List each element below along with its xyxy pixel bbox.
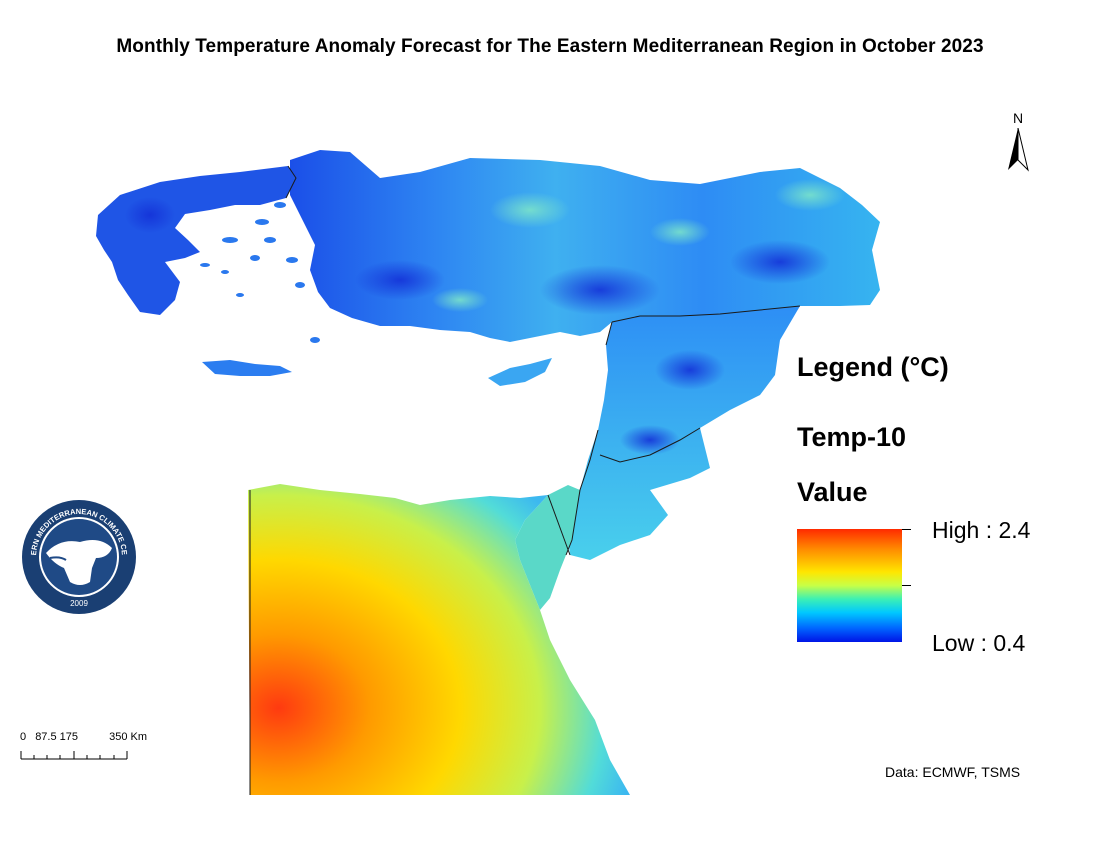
- scale-label-3: 350 Km: [109, 731, 148, 743]
- north-arrow: N: [1000, 110, 1036, 176]
- legend-tick-mid: [902, 585, 911, 586]
- region-cyprus: [488, 358, 552, 386]
- scale-bar-ticks: [20, 751, 128, 760]
- scale-label-0: 0: [20, 731, 27, 743]
- region-crete: [202, 360, 292, 376]
- legend-color-ramp: [797, 529, 902, 642]
- region-levant: [566, 306, 800, 560]
- region-sinai: [515, 485, 580, 610]
- scale-bar: 0 87.5 175 350 Km: [20, 731, 170, 765]
- legend-layer-name: Temp-10: [797, 422, 907, 452]
- legend-tick-high: [902, 529, 911, 530]
- data-credit: Data: ECMWF, TSMS: [885, 764, 1021, 780]
- legend-low-label: Low : 0.4: [932, 630, 1026, 656]
- legend-field-name: Value: [797, 477, 868, 507]
- emcc-logo-icon: 2009 EASTERN MEDITERRANEAN CLIMATE CENTR…: [17, 491, 136, 614]
- scale-label-2: 175: [59, 731, 79, 743]
- north-label: N: [1012, 110, 1024, 126]
- legend-high-label: High : 2.4: [932, 517, 1031, 543]
- emcc-logo: 2009 EASTERN MEDITERRANEAN CLIMATE CENTR…: [17, 491, 138, 616]
- scale-label-1: 87.5: [35, 731, 57, 743]
- country-borders: [249, 165, 801, 795]
- legend-title: Legend (°C): [797, 352, 949, 382]
- north-arrow-icon: [1008, 128, 1029, 172]
- scale-bar-labels: 0 87.5 175 350 Km: [20, 731, 147, 743]
- region-egypt: [248, 484, 630, 795]
- aegean-islands: [200, 202, 320, 343]
- map-title: Monthly Temperature Anomaly Forecast for…: [116, 36, 984, 57]
- logo-year: 2009: [70, 599, 88, 608]
